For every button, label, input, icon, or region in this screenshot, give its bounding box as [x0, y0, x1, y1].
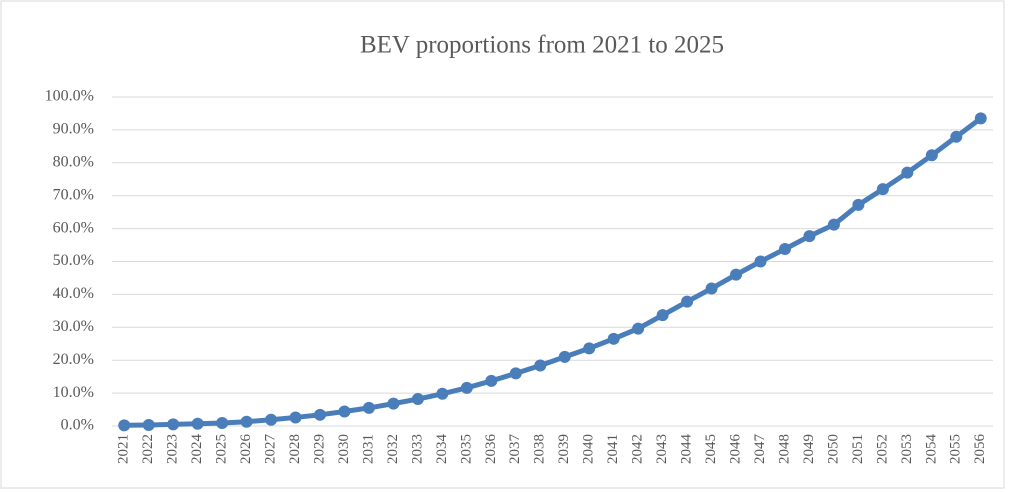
data-point — [289, 411, 302, 424]
x-tick-label: 2034 — [434, 434, 450, 465]
x-tick-label: 2036 — [483, 434, 499, 465]
x-tick-label: 2025 — [214, 434, 230, 464]
x-tick-label: 2041 — [605, 434, 621, 464]
x-tick-label: 2039 — [556, 434, 572, 464]
data-point — [974, 112, 987, 125]
x-tick-label: 2030 — [336, 434, 352, 464]
data-point — [387, 397, 400, 410]
x-tick-label: 2024 — [189, 434, 205, 465]
x-tick-label: 2031 — [360, 434, 376, 464]
data-point — [558, 350, 571, 363]
data-point — [216, 417, 229, 430]
y-tick-label: 20.0% — [53, 351, 94, 368]
x-tick-label: 2040 — [581, 434, 597, 464]
x-tick-label: 2049 — [801, 434, 817, 464]
x-tick-label: 2051 — [850, 434, 866, 464]
x-tick-label: 2044 — [679, 434, 695, 465]
data-point — [607, 332, 620, 345]
x-tick-label: 2021 — [116, 434, 132, 464]
y-tick-label: 90.0% — [53, 121, 94, 138]
x-tick-label: 2026 — [238, 434, 254, 465]
data-point — [314, 408, 327, 421]
y-tick-label: 40.0% — [53, 285, 94, 302]
x-tick-label: 2038 — [532, 434, 548, 464]
x-tick-label: 2046 — [727, 434, 743, 465]
data-point — [705, 282, 718, 295]
x-tick-label: 2054 — [923, 434, 939, 465]
x-tick-label: 2045 — [703, 434, 719, 464]
data-point — [191, 417, 204, 430]
data-point — [485, 374, 498, 387]
x-tick-label: 2043 — [654, 434, 670, 464]
data-point — [876, 183, 889, 196]
data-point — [411, 393, 424, 406]
x-tick-label: 2037 — [507, 434, 523, 465]
y-tick-label: 100.0% — [45, 88, 94, 105]
x-tick-label: 2042 — [630, 434, 646, 464]
x-tick-label: 2047 — [752, 434, 768, 465]
data-point — [681, 295, 694, 308]
data-point — [730, 268, 743, 281]
data-point — [436, 387, 449, 400]
data-point — [338, 405, 351, 418]
x-tick-label: 2052 — [874, 434, 890, 464]
data-point — [534, 359, 547, 372]
data-point — [460, 381, 473, 394]
data-point — [167, 418, 180, 431]
y-tick-label: 0.0% — [61, 417, 94, 434]
x-tick-label: 2028 — [287, 434, 303, 464]
data-point — [827, 218, 840, 231]
x-tick-label: 2053 — [899, 434, 915, 464]
x-tick-label: 2033 — [409, 434, 425, 464]
data-point — [803, 230, 816, 243]
y-tick-label: 10.0% — [53, 384, 94, 401]
x-tick-label: 2056 — [972, 434, 988, 465]
data-point — [118, 419, 131, 432]
data-point — [901, 166, 914, 179]
x-tick-label: 2032 — [385, 434, 401, 464]
x-tick-label: 2027 — [263, 434, 279, 465]
data-point — [656, 309, 669, 322]
x-tick-label: 2048 — [776, 434, 792, 464]
data-point — [583, 342, 596, 355]
data-point — [852, 198, 865, 211]
y-tick-label: 30.0% — [53, 318, 94, 335]
y-tick-label: 60.0% — [53, 219, 94, 236]
data-point — [754, 255, 767, 268]
data-point — [925, 149, 938, 162]
x-tick-label: 2023 — [165, 434, 181, 464]
y-tick-label: 50.0% — [53, 252, 94, 269]
data-point — [142, 419, 155, 432]
x-tick-label: 2055 — [948, 434, 964, 464]
data-point — [632, 322, 645, 335]
y-tick-label: 80.0% — [53, 153, 94, 170]
data-point — [950, 130, 963, 143]
y-tick-label: 70.0% — [53, 186, 94, 203]
x-tick-label: 2029 — [311, 434, 327, 464]
data-point — [240, 415, 253, 428]
data-point — [362, 401, 375, 414]
chart-title: BEV proportions from 2021 to 2025 — [360, 32, 724, 59]
data-point — [265, 413, 278, 426]
x-tick-label: 2035 — [458, 434, 474, 464]
x-tick-label: 2050 — [825, 434, 841, 464]
data-point — [509, 367, 522, 380]
x-tick-label: 2022 — [140, 434, 156, 464]
data-point — [778, 242, 791, 255]
